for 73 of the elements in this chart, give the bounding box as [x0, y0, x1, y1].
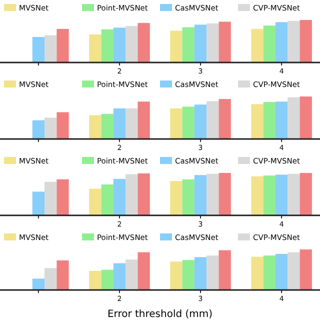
bar: [113, 263, 126, 290]
bar: [263, 176, 276, 216]
bar: [44, 118, 57, 139]
bar: [263, 256, 276, 290]
bar: [113, 178, 126, 216]
bar: [194, 24, 207, 62]
bar: [113, 108, 126, 139]
bar: [288, 252, 300, 290]
bar: [288, 174, 300, 216]
bar: [263, 26, 276, 62]
bar: [56, 260, 69, 290]
bar: [275, 254, 288, 290]
bar: [126, 26, 138, 62]
bar: [138, 22, 150, 62]
bar: [182, 27, 194, 62]
bar: [251, 176, 264, 216]
bar: [194, 104, 207, 139]
bar: [32, 120, 45, 139]
bar: [275, 22, 288, 62]
bar: [32, 278, 45, 290]
bar: [288, 20, 300, 62]
bar: [251, 256, 264, 290]
bar: [89, 188, 102, 216]
bar: [101, 184, 114, 216]
bar: [300, 249, 312, 290]
bar: [170, 108, 182, 139]
bar: [300, 172, 312, 216]
bar: [218, 99, 231, 139]
bar: [44, 268, 57, 290]
bar: [275, 174, 288, 216]
bar: [182, 260, 194, 290]
bar: [56, 179, 69, 216]
bar: [126, 260, 138, 290]
bar: [126, 174, 138, 216]
bar: [113, 28, 126, 62]
bar: [89, 115, 102, 139]
bar: [275, 102, 288, 139]
bar: [206, 23, 219, 62]
bar: [138, 102, 150, 139]
bar: [218, 22, 231, 62]
bar: [56, 112, 69, 139]
bar: [44, 182, 57, 216]
bar: [300, 96, 312, 139]
bar: [218, 172, 231, 216]
x-axis-title: Error threshold (mm): [107, 309, 213, 320]
bar: [138, 252, 150, 290]
bar: [126, 108, 138, 139]
bar: [170, 30, 182, 62]
bar: [89, 270, 102, 290]
bar: [194, 175, 207, 216]
bar: [89, 34, 102, 62]
bar: [170, 262, 182, 290]
bar: [56, 28, 69, 62]
bar: [170, 181, 182, 216]
bar: [206, 174, 219, 216]
bar: [182, 106, 194, 139]
bar: [101, 270, 114, 290]
bar: [251, 28, 264, 62]
bar: [101, 29, 114, 62]
bar: [300, 20, 312, 62]
bar: [32, 36, 45, 62]
bar: [206, 101, 219, 139]
bar: [251, 104, 264, 139]
bar: [182, 179, 194, 216]
bar: [138, 173, 150, 216]
bar: [32, 192, 45, 216]
bar: [288, 97, 300, 139]
bar: [44, 35, 57, 62]
bar: [194, 257, 207, 290]
bar: [218, 250, 231, 290]
bar: [263, 102, 276, 139]
bar: [101, 114, 114, 139]
bar: [206, 256, 219, 290]
